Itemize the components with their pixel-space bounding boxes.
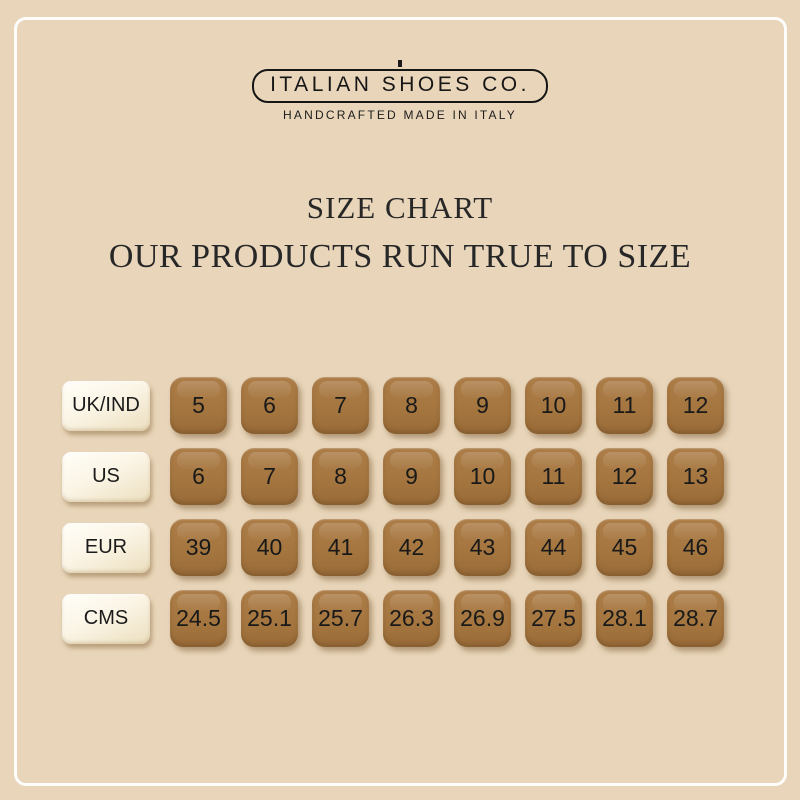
size-value: 25.1 bbox=[247, 605, 292, 631]
size-value: 12 bbox=[682, 392, 709, 418]
brand-tagline: HANDCRAFTED MADE IN ITALY bbox=[283, 108, 517, 122]
size-cell: 27.5 bbox=[525, 590, 582, 647]
page-subtitle: OUR PRODUCTS RUN TRUE TO SIZE bbox=[108, 238, 692, 275]
size-value: 28.1 bbox=[602, 605, 647, 631]
size-value: 24.5 bbox=[176, 605, 221, 631]
size-value: 8 bbox=[405, 392, 418, 418]
table-row-uk-ind: UK/IND 5 6 7 8 9 10 11 12 bbox=[62, 377, 724, 434]
size-cell: 9 bbox=[454, 377, 511, 434]
size-value: 9 bbox=[405, 463, 418, 489]
table-row-cms: CMS 24.5 25.1 25.7 26.3 26.9 27.5 28.1 2… bbox=[62, 590, 724, 647]
size-value: 26.9 bbox=[460, 605, 505, 631]
size-value: 42 bbox=[398, 534, 425, 560]
size-cell: 39 bbox=[170, 519, 227, 576]
headline: SIZE CHART OUR PRODUCTS RUN TRUE TO SIZE bbox=[0, 190, 800, 276]
size-cell: 6 bbox=[170, 448, 227, 505]
size-value: 10 bbox=[469, 463, 496, 489]
size-cell: 45 bbox=[596, 519, 653, 576]
size-value: 26.3 bbox=[389, 605, 434, 631]
size-cell: 25.1 bbox=[241, 590, 298, 647]
size-cell: 5 bbox=[170, 377, 227, 434]
logo-tick-mark bbox=[398, 60, 402, 67]
size-value: 10 bbox=[540, 392, 567, 418]
size-value: 44 bbox=[540, 534, 567, 560]
size-cell: 10 bbox=[454, 448, 511, 505]
size-value: 7 bbox=[263, 463, 276, 489]
row-header-cms: CMS bbox=[62, 593, 150, 644]
row-header-eur: EUR bbox=[62, 522, 150, 573]
size-cell: 12 bbox=[596, 448, 653, 505]
size-cell: 6 bbox=[241, 377, 298, 434]
size-value: 28.7 bbox=[673, 605, 718, 631]
size-cell: 12 bbox=[667, 377, 724, 434]
size-value: 46 bbox=[682, 534, 709, 560]
size-value: 43 bbox=[469, 534, 496, 560]
size-cell: 43 bbox=[454, 519, 511, 576]
size-cell: 44 bbox=[525, 519, 582, 576]
size-cell: 25.7 bbox=[312, 590, 369, 647]
size-value: 12 bbox=[611, 463, 638, 489]
size-cell: 7 bbox=[241, 448, 298, 505]
size-cell: 42 bbox=[383, 519, 440, 576]
brand-name: ITALIAN SHOES CO. bbox=[252, 69, 548, 103]
size-value: 6 bbox=[263, 392, 276, 418]
size-cell: 26.9 bbox=[454, 590, 511, 647]
size-value: 5 bbox=[192, 392, 205, 418]
size-cell: 7 bbox=[312, 377, 369, 434]
size-value: 9 bbox=[476, 392, 489, 418]
size-cell: 46 bbox=[667, 519, 724, 576]
size-value: 8 bbox=[334, 463, 347, 489]
size-value: 41 bbox=[327, 534, 354, 560]
size-value: 25.7 bbox=[318, 605, 363, 631]
size-cell: 9 bbox=[383, 448, 440, 505]
size-cell: 13 bbox=[667, 448, 724, 505]
size-value: 11 bbox=[612, 392, 637, 418]
page-title: SIZE CHART bbox=[306, 190, 494, 225]
size-cell: 8 bbox=[383, 377, 440, 434]
size-cell: 11 bbox=[525, 448, 582, 505]
size-value: 40 bbox=[256, 534, 283, 560]
size-value: 27.5 bbox=[531, 605, 576, 631]
size-cell: 41 bbox=[312, 519, 369, 576]
size-cell: 28.1 bbox=[596, 590, 653, 647]
size-cell: 8 bbox=[312, 448, 369, 505]
size-value: 13 bbox=[682, 463, 709, 489]
table-row-eur: EUR 39 40 41 42 43 44 45 46 bbox=[62, 519, 724, 576]
size-value: 11 bbox=[541, 463, 566, 489]
size-cell: 11 bbox=[596, 377, 653, 434]
size-cell: 40 bbox=[241, 519, 298, 576]
row-header-us: US bbox=[62, 451, 150, 502]
size-cell: 26.3 bbox=[383, 590, 440, 647]
size-cell: 10 bbox=[525, 377, 582, 434]
table-row-us: US 6 7 8 9 10 11 12 13 bbox=[62, 448, 724, 505]
size-value: 6 bbox=[192, 463, 205, 489]
size-chart-table: UK/IND 5 6 7 8 9 10 11 12 US 6 7 8 9 10 … bbox=[62, 377, 724, 661]
size-value: 45 bbox=[611, 534, 638, 560]
row-header-uk-ind: UK/IND bbox=[62, 380, 150, 431]
size-cell: 24.5 bbox=[170, 590, 227, 647]
size-cell: 28.7 bbox=[667, 590, 724, 647]
size-value: 7 bbox=[334, 392, 347, 418]
brand-logo: ITALIAN SHOES CO. HANDCRAFTED MADE IN IT… bbox=[0, 60, 800, 122]
size-value: 39 bbox=[185, 534, 212, 560]
